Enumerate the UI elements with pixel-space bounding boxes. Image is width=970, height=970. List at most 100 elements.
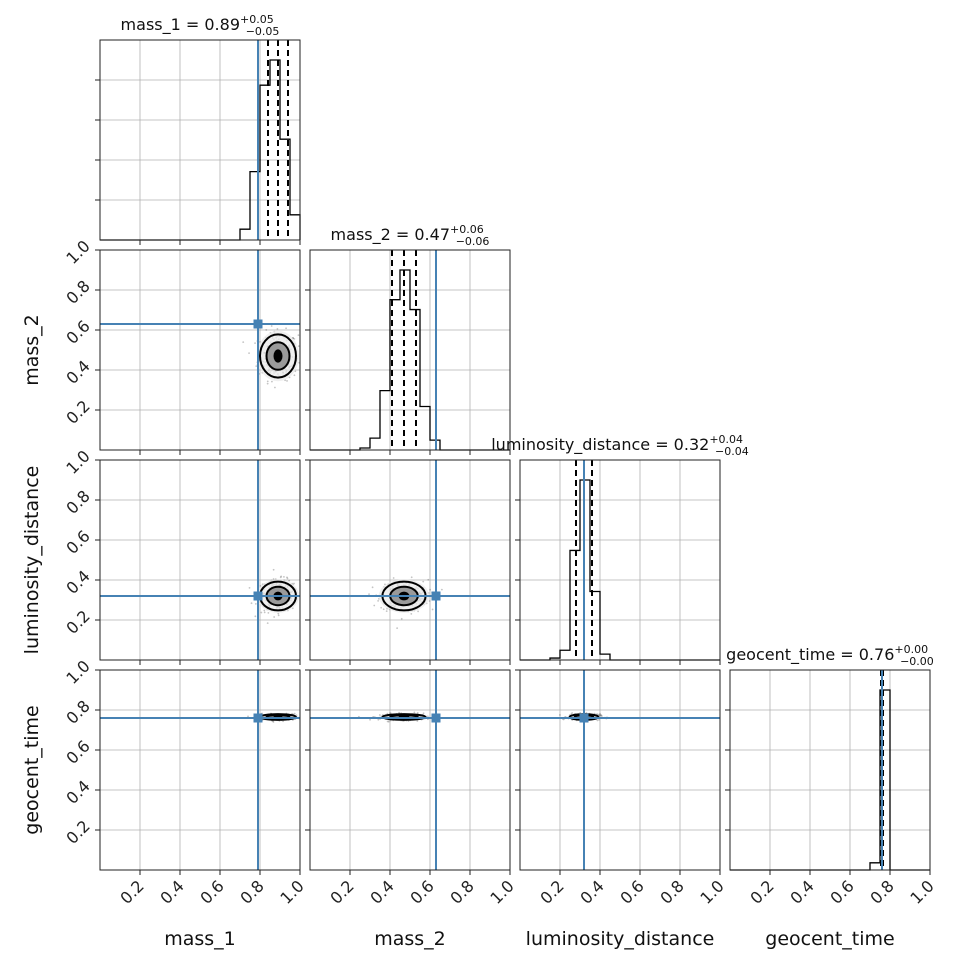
truth-marker xyxy=(579,713,589,723)
x-tick-label: 0.8 xyxy=(446,876,477,907)
x-tick-label: 0.4 xyxy=(786,876,817,907)
sample-point xyxy=(422,712,425,715)
sample-point xyxy=(377,718,380,721)
sample-point xyxy=(385,610,388,613)
x-axis-label-geocent_time: geocent_time xyxy=(765,928,894,950)
title-sub: −0.05 xyxy=(246,25,280,38)
sample-point xyxy=(598,719,600,721)
sample-point xyxy=(254,603,257,605)
sample-point xyxy=(369,718,371,721)
sample-point xyxy=(600,714,603,717)
sample-point xyxy=(263,611,266,614)
sample-point xyxy=(273,616,276,618)
sample-point xyxy=(413,711,416,714)
sample-point xyxy=(599,712,601,715)
y-tick-label: 0.4 xyxy=(62,776,93,807)
panel-title-geocent_time: geocent_time = 0.76+0.00 −0.00 xyxy=(726,643,934,668)
x-tick-label: 1.0 xyxy=(486,876,517,907)
panel-mass_1-mass_2: 0.2 0.4 0.6 0.8 1.0 mass_2 xyxy=(21,236,301,455)
sample-point xyxy=(277,614,280,617)
contour-outer xyxy=(259,333,297,379)
density-peak xyxy=(273,349,283,363)
y-tick-label: 0.6 xyxy=(62,526,93,557)
truth-marker xyxy=(431,591,441,601)
histogram-mass_2 xyxy=(310,269,510,451)
sample-point xyxy=(277,612,280,615)
sample-point xyxy=(285,327,287,330)
sample-point xyxy=(380,606,383,609)
sample-point xyxy=(387,720,390,723)
panel-frame xyxy=(309,459,511,661)
y-tick-label: 0.4 xyxy=(62,356,93,387)
y-axis-label-luminosity_distance: luminosity_distance xyxy=(21,466,43,655)
sample-point xyxy=(422,580,425,583)
y-tick-label: 0.2 xyxy=(62,396,93,427)
sample-point xyxy=(255,365,258,368)
y-tick-label: 0.8 xyxy=(62,486,93,517)
x-tick-label: 0.2 xyxy=(536,876,567,907)
sample-point xyxy=(378,714,381,716)
title-main: mass_2 = 0.47 xyxy=(331,225,450,245)
sample-point xyxy=(250,602,253,605)
y-tick-label: 0.2 xyxy=(62,606,93,637)
sample-point xyxy=(410,612,413,615)
sample-point xyxy=(274,386,276,389)
sample-point xyxy=(286,379,288,382)
x-tick-label: 1.0 xyxy=(696,876,727,907)
x-tick-label: 0.8 xyxy=(656,876,687,907)
x-tick-label: 0.6 xyxy=(826,876,857,907)
grid xyxy=(100,40,300,240)
sample-point xyxy=(248,352,250,355)
histogram-geocent_time xyxy=(730,689,930,871)
sample-point xyxy=(247,715,249,718)
sample-point xyxy=(293,337,296,340)
x-tick-label: 0.6 xyxy=(406,876,437,907)
sample-point xyxy=(272,568,275,571)
panel-frame xyxy=(519,459,721,661)
panel-geocent_time-geocent_time: geocent_time = 0.76+0.00 −0.00 0.2 0.4 0.6 0.… xyxy=(725,643,938,950)
title-sup: +0.04 xyxy=(709,433,743,446)
sample-point xyxy=(263,609,266,612)
sample-point xyxy=(266,380,269,383)
sample-point xyxy=(280,575,283,578)
sample-point xyxy=(598,714,601,716)
sample-point xyxy=(254,615,257,618)
panel-frame xyxy=(519,669,721,871)
panel-title-luminosity_distance: luminosity_distance = 0.32+0.04 −0.04 xyxy=(491,433,749,458)
sample-point xyxy=(271,380,273,383)
sample-point xyxy=(400,617,403,620)
panel-frame xyxy=(729,669,931,871)
sample-point xyxy=(382,608,385,611)
title-sub: −0.04 xyxy=(715,445,749,458)
sample-point xyxy=(288,579,291,582)
grid xyxy=(310,250,510,450)
sample-point xyxy=(267,612,270,614)
x-tick-label: 0.2 xyxy=(746,876,777,907)
sample-point xyxy=(286,577,289,580)
truth-marker xyxy=(253,319,263,329)
sample-point xyxy=(272,721,275,723)
title-main: mass_1 = 0.89 xyxy=(121,15,240,35)
sample-point xyxy=(597,713,600,716)
truth-marker xyxy=(253,713,263,723)
sample-point xyxy=(293,582,295,585)
grid xyxy=(100,670,300,870)
title-sub: −0.00 xyxy=(900,655,934,668)
panel-luminosity_distance-luminosity_distance: luminosity_distance = 0.32+0.04 −0.04 xyxy=(491,433,749,665)
sample-point xyxy=(293,374,296,377)
sample-point xyxy=(373,604,376,607)
x-tick-label: 0.8 xyxy=(236,876,267,907)
grid xyxy=(310,670,510,870)
title-sup: +0.00 xyxy=(894,643,928,656)
sample-point xyxy=(398,711,401,714)
sample-point xyxy=(596,719,599,722)
sample-point xyxy=(599,714,602,717)
title-main: geocent_time = 0.76 xyxy=(726,645,894,665)
truth-marker xyxy=(431,713,441,723)
x-tick-label: 0.4 xyxy=(366,876,397,907)
title-sub: −0.06 xyxy=(456,235,490,248)
y-tick-label: 0.6 xyxy=(62,316,93,347)
sample-point xyxy=(431,608,434,611)
sample-point xyxy=(417,610,419,613)
